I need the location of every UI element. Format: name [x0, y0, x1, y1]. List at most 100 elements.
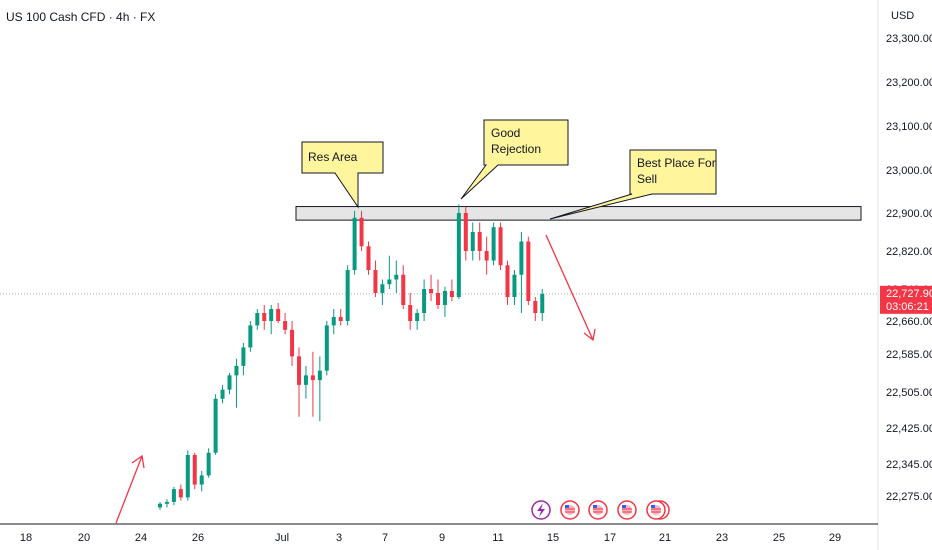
candle [519, 232, 524, 313]
candle-body [206, 452, 211, 476]
candle-body [352, 217, 357, 270]
resistance-zone[interactable] [295, 206, 862, 221]
candle [171, 486, 176, 506]
x-tick-label: 25 [773, 532, 785, 544]
candle-body [283, 321, 288, 330]
x-tick-label: 9 [439, 532, 445, 544]
candle-body [484, 251, 489, 261]
candle-body [331, 317, 336, 326]
candle-body [317, 370, 322, 381]
candle-body [297, 356, 301, 385]
candle-body [303, 375, 308, 385]
x-tick-label: 15 [547, 532, 559, 544]
candle-body [422, 289, 427, 313]
x-tick-label: 21 [659, 532, 671, 544]
candle-body [220, 389, 225, 399]
candle [436, 279, 440, 309]
candle [338, 309, 343, 326]
candle [199, 470, 204, 492]
candle-body [415, 313, 420, 321]
event-icons [531, 500, 670, 520]
candle-body [463, 213, 468, 251]
candle [422, 279, 427, 321]
candle [505, 260, 510, 305]
candle [206, 448, 211, 478]
candle-body [436, 293, 440, 305]
candle [477, 222, 482, 261]
currency-label: USD [891, 10, 915, 22]
candle-body [310, 375, 315, 381]
y-tick-label: 22,900.00 [886, 208, 932, 220]
candle-body [401, 274, 406, 305]
symbol-title: US 100 Cash CFD · 4h · FX [6, 10, 156, 24]
candle [331, 309, 336, 335]
candle [373, 260, 378, 297]
candle-body [456, 213, 461, 297]
candle-body [491, 227, 496, 261]
candle-body [408, 305, 413, 321]
arrow-down[interactable] [545, 234, 596, 342]
x-tick-label: 23 [716, 532, 728, 544]
us-flag-event-icon[interactable] [617, 500, 637, 520]
us-flag-stack-event-icon[interactable] [646, 500, 670, 520]
candle [498, 222, 503, 270]
candle [380, 279, 385, 305]
candle [262, 305, 267, 330]
candle-body [199, 475, 204, 485]
us-flag-event-icon[interactable] [588, 500, 608, 520]
x-tick-label: 11 [492, 532, 503, 544]
last-price-tag-bg [880, 285, 932, 314]
candle [408, 293, 413, 330]
candle-body [338, 317, 343, 321]
candle [387, 255, 392, 289]
callout-good-rejection-line2: Rejection [491, 142, 541, 156]
callout-res-area[interactable]: Res Area [301, 141, 384, 209]
y-tick-label: 22,660.00 [886, 316, 932, 328]
candle [401, 265, 406, 309]
candle [192, 452, 197, 490]
candle [352, 210, 357, 275]
x-tick-label: Jul [275, 532, 289, 544]
callout-good-rejection[interactable]: Good Rejection [460, 119, 569, 200]
candle [255, 309, 260, 330]
candle-body [540, 293, 545, 313]
arrow-up-head [131, 454, 145, 469]
candle [415, 309, 420, 330]
candle [220, 384, 225, 404]
x-tick-label: 3 [336, 532, 342, 544]
callout-res-area-text: Res Area [308, 150, 358, 164]
x-tick-label: 29 [829, 532, 841, 544]
candle [317, 356, 322, 422]
candle-body [373, 270, 378, 293]
candle [533, 297, 538, 321]
candle [394, 260, 399, 293]
candle-body [192, 455, 197, 485]
candle-body [394, 274, 399, 280]
arrow-up-shaft [115, 455, 143, 524]
callout-best-place-sell[interactable]: Best Place For Sell [549, 149, 717, 220]
candle [484, 236, 489, 275]
candle [283, 313, 288, 335]
y-tick-label: 22,820.00 [886, 246, 932, 258]
candle-body [505, 265, 510, 297]
candle-body [366, 246, 371, 270]
callout-good-rejection-shape [460, 119, 569, 200]
candle-body [269, 309, 274, 321]
candle [269, 305, 274, 335]
us-flag-event-icon[interactable] [560, 500, 580, 520]
lightning-event-icon[interactable] [531, 500, 551, 520]
candle-body [276, 309, 281, 321]
candle [241, 343, 246, 376]
last-price-value: 22,727.90 [886, 288, 932, 300]
y-tick-label: 23,000.00 [886, 165, 932, 177]
candle [491, 222, 496, 266]
x-tick-label: 20 [78, 532, 90, 544]
callout-best-place-sell-line2: Sell [637, 172, 657, 186]
candle [526, 236, 531, 305]
candle-body [359, 217, 364, 247]
arrow-down-head [583, 328, 596, 342]
y-tick-label: 23,200.00 [886, 77, 932, 89]
arrow-up[interactable] [115, 454, 145, 524]
candle [158, 501, 162, 510]
